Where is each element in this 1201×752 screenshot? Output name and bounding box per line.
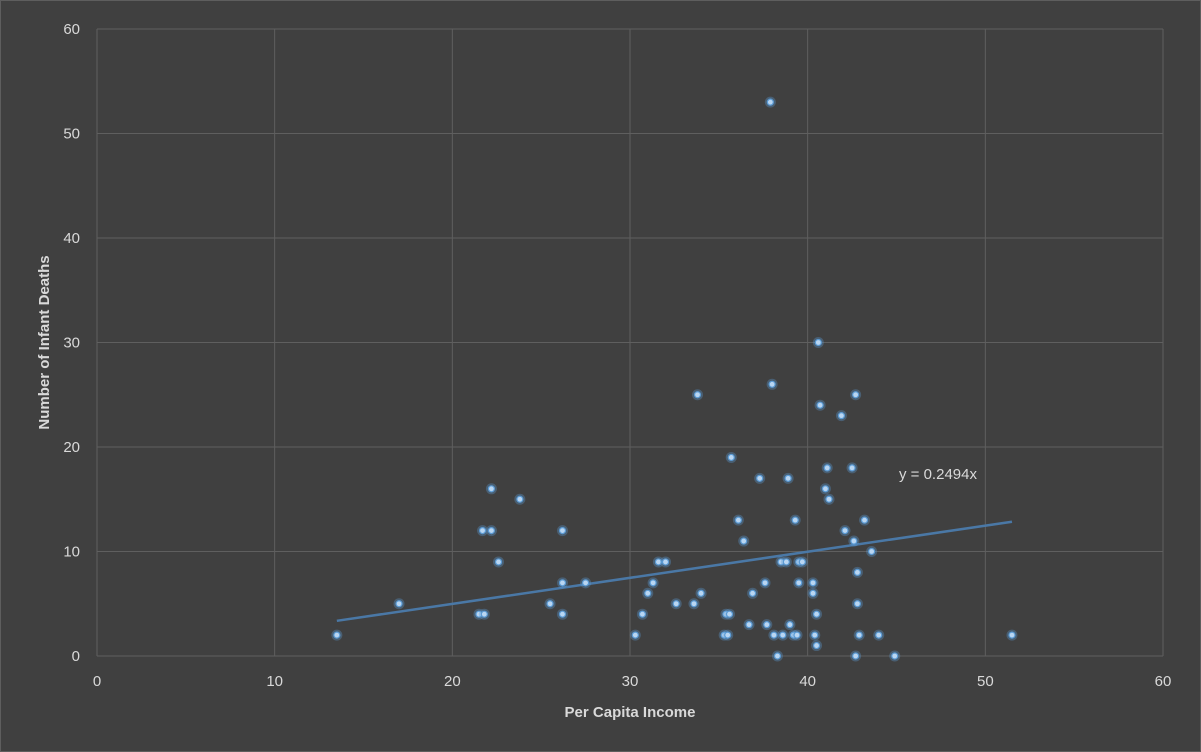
data-point	[771, 650, 783, 662]
data-point	[835, 410, 847, 422]
data-point	[732, 514, 744, 526]
gridlines	[96, 28, 1164, 657]
data-point	[636, 608, 648, 620]
data-point	[722, 629, 734, 641]
data-point	[695, 587, 707, 599]
data-point	[780, 556, 792, 568]
data-point	[823, 493, 835, 505]
data-point	[764, 96, 776, 108]
y-tick-label: 60	[63, 21, 80, 38]
data-point	[775, 556, 787, 568]
data-point	[670, 598, 682, 610]
data-point	[809, 629, 821, 641]
data-point	[514, 493, 526, 505]
y-tick-label: 40	[63, 230, 80, 247]
y-tick-label: 0	[72, 648, 80, 665]
data-point	[839, 525, 851, 537]
data-point	[889, 650, 901, 662]
trendline	[336, 520, 1013, 623]
data-point	[556, 525, 568, 537]
data-point	[493, 556, 505, 568]
data-point	[556, 608, 568, 620]
data-point	[850, 650, 862, 662]
x-tick-label: 0	[93, 673, 101, 690]
data-points	[331, 96, 1018, 662]
data-point	[821, 462, 833, 474]
data-point	[848, 535, 860, 547]
data-point	[796, 556, 808, 568]
data-point	[473, 608, 485, 620]
data-point	[859, 514, 871, 526]
data-point	[642, 587, 654, 599]
data-point	[759, 577, 771, 589]
data-point	[791, 629, 803, 641]
data-point	[761, 619, 773, 631]
data-point	[789, 514, 801, 526]
data-point	[866, 546, 878, 557]
data-point	[544, 598, 556, 610]
data-point	[393, 598, 405, 610]
data-point	[725, 451, 737, 463]
data-point	[580, 577, 592, 589]
data-point	[784, 619, 796, 631]
data-point	[807, 587, 819, 599]
data-point	[723, 608, 735, 620]
data-point	[811, 608, 823, 620]
data-point	[812, 337, 824, 348]
data-point	[807, 577, 819, 589]
y-tick-label: 20	[63, 439, 80, 456]
tick-labels: 0 10 20 30 40 50 60 0 10 20 30 40 50 60	[63, 21, 1171, 690]
x-axis-title: Per Capita Income	[565, 704, 696, 721]
data-point	[777, 629, 789, 641]
data-point	[688, 598, 700, 610]
data-point	[477, 525, 489, 537]
data-point	[851, 566, 863, 578]
data-point	[692, 389, 704, 401]
data-point	[647, 577, 659, 589]
x-tick-label: 60	[1155, 673, 1172, 690]
data-point	[754, 472, 766, 484]
data-point	[738, 535, 750, 547]
data-point	[768, 629, 780, 641]
y-tick-label: 50	[63, 126, 80, 143]
data-point	[819, 483, 831, 495]
data-point	[652, 556, 664, 568]
y-axis-title: Number of Infant Deaths	[36, 255, 53, 429]
x-tick-label: 40	[799, 673, 816, 690]
data-point	[556, 577, 568, 589]
data-point	[766, 378, 778, 390]
trendline-equation: y = 0.2494x	[899, 466, 977, 483]
data-point	[853, 629, 865, 641]
x-tick-label: 50	[977, 673, 994, 690]
data-point	[846, 462, 858, 474]
data-point	[793, 577, 805, 589]
data-point	[629, 629, 641, 641]
data-point	[850, 389, 862, 401]
data-point	[782, 472, 794, 484]
x-tick-label: 30	[622, 673, 639, 690]
data-point	[331, 629, 343, 641]
data-point	[485, 525, 497, 537]
data-point	[747, 587, 759, 599]
data-point	[485, 483, 497, 495]
x-tick-label: 10	[266, 673, 283, 690]
data-point	[660, 556, 672, 568]
y-tick-label: 30	[63, 335, 80, 352]
data-point	[851, 598, 863, 610]
data-point	[478, 608, 490, 620]
data-point	[814, 399, 826, 411]
y-tick-label: 10	[63, 544, 80, 561]
trendline-layer	[336, 520, 1013, 623]
data-point	[873, 629, 885, 641]
data-point	[743, 619, 755, 631]
data-point	[811, 640, 823, 652]
data-point	[1006, 629, 1018, 641]
x-tick-label: 20	[444, 673, 461, 690]
